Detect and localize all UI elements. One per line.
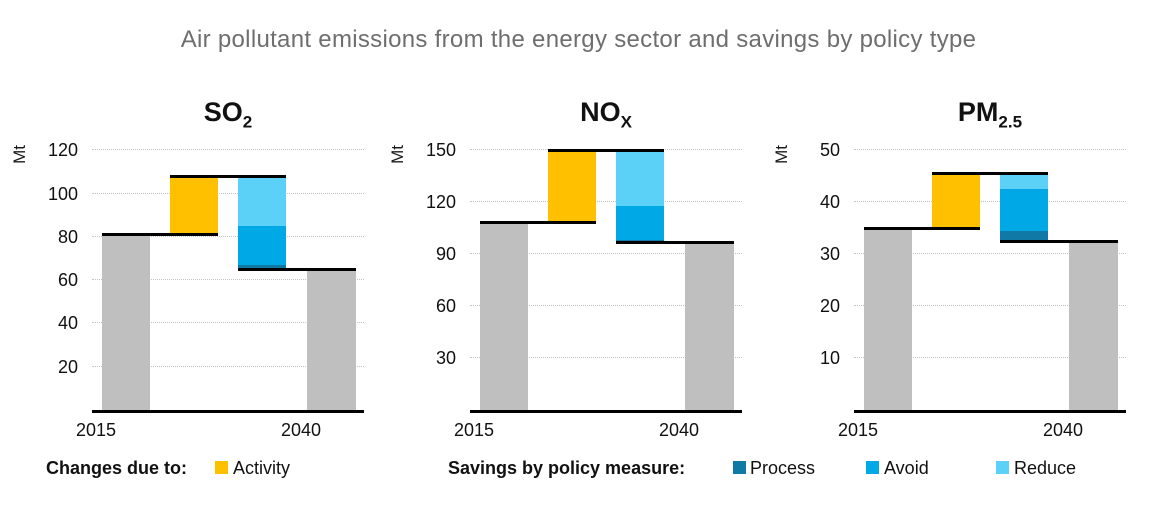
process-swatch [733, 461, 746, 474]
x-label-2040: 2040 [1042, 420, 1084, 440]
gridline [854, 201, 1126, 203]
plot-area [92, 145, 364, 413]
gridline [92, 149, 364, 151]
bar-reduce [615, 150, 665, 206]
chart-title-subscript: X [620, 112, 632, 132]
gridline [854, 149, 1126, 151]
figure-title: Air pollutant emissions from the energy … [180, 26, 977, 53]
bar-avoid [615, 205, 665, 241]
y-tick-label: 80 [57, 226, 78, 247]
bar-2015 [101, 234, 151, 410]
level-line-2040 [615, 240, 734, 244]
gridline [854, 253, 1126, 255]
bar-2015 [863, 228, 913, 410]
x-label-2015: 2015 [837, 420, 879, 440]
bar-activity [169, 176, 219, 235]
gridline [92, 192, 364, 194]
bar-activity [547, 150, 597, 223]
y-tick-label: 10 [819, 348, 840, 369]
y-tick-label: 20 [819, 296, 840, 317]
reduce-swatch [996, 461, 1009, 474]
chart-title-nox: NOX [470, 97, 742, 132]
plot-area [470, 145, 742, 413]
level-line-2040 [237, 267, 356, 271]
bar-2040 [684, 242, 734, 410]
legend-activity-label: Activity [233, 458, 291, 478]
bar-reduce [999, 173, 1049, 190]
gridline [854, 357, 1126, 359]
x-label-2015: 2015 [453, 420, 495, 440]
y-tick-label: 40 [819, 192, 840, 213]
gridline [470, 201, 742, 203]
avoid-swatch [866, 461, 879, 474]
y-axis: 30 60 90 120 150 [380, 141, 462, 410]
bar-activity [931, 173, 981, 229]
y-tick-label: 60 [57, 270, 78, 291]
level-line-peak [547, 148, 665, 152]
gridline [854, 305, 1126, 307]
bar-process [237, 265, 287, 270]
legend-reduce-label: Reduce [1014, 458, 1077, 478]
level-line-peak [931, 172, 1049, 176]
bar-process [999, 230, 1049, 242]
y-tick-label: 120 [425, 192, 456, 213]
chart-title-subscript: 2 [242, 112, 253, 132]
x-label-2040: 2040 [658, 420, 700, 440]
gridline [470, 357, 742, 359]
gridline [92, 279, 364, 281]
gridline [92, 235, 364, 237]
bar-avoid [237, 226, 287, 266]
legend-avoid-label: Avoid [884, 458, 929, 478]
gridline [470, 253, 742, 255]
gridline [92, 322, 364, 324]
y-tick-label: 60 [435, 296, 456, 317]
legend: Changes due to: Activity Savings by poli… [0, 458, 1157, 486]
y-tick-label: 40 [57, 313, 78, 334]
y-tick-label: 90 [435, 244, 456, 265]
chart-title-text: PM [957, 97, 999, 127]
y-tick-label: 100 [47, 183, 78, 204]
level-line-2015 [863, 226, 981, 230]
plot-area [854, 145, 1126, 413]
legend-process-label: Process [750, 458, 816, 478]
chart-title-subscript: 2.5 [998, 112, 1023, 132]
bar-2040 [306, 269, 356, 410]
legend-changes-heading: Changes due to: [46, 458, 188, 478]
activity-swatch [215, 461, 228, 474]
chart-title-so2: SO2 [92, 97, 364, 132]
bar-reduce [237, 176, 287, 227]
y-tick-label: 30 [435, 348, 456, 369]
chart-nox: NOX Mt 30 60 90 120 150 2015 2040 [380, 95, 758, 450]
y-tick-label: 150 [425, 140, 456, 161]
chart-so2: SO2 Mt 20 40 60 80 100 120 2015 2040 [2, 95, 380, 450]
y-axis: 10 20 30 40 50 [764, 141, 846, 410]
y-tick-label: 20 [57, 356, 78, 377]
gridline [92, 365, 364, 367]
level-line-2015 [101, 233, 219, 237]
level-line-2040 [999, 239, 1118, 243]
bar-2015 [479, 222, 529, 410]
level-line-2015 [479, 221, 597, 225]
chart-title-pm25: PM2.5 [854, 97, 1126, 132]
chart-pm25: PM2.5 Mt 10 20 30 40 50 2015 2040 [764, 95, 1142, 450]
gridline [470, 305, 742, 307]
x-label-2015: 2015 [75, 420, 117, 440]
legend-savings-heading: Savings by policy measure: [448, 458, 686, 478]
y-tick-label: 30 [819, 244, 840, 265]
bar-avoid [999, 189, 1049, 231]
y-tick-label: 50 [819, 140, 840, 161]
x-label-2040: 2040 [280, 420, 322, 440]
chart-title-text: SO [203, 97, 243, 127]
level-line-peak [169, 174, 287, 178]
chart-title-text: NO [580, 97, 621, 127]
y-tick-label: 120 [47, 140, 78, 161]
bar-2040 [1068, 241, 1118, 410]
y-axis: 20 40 60 80 100 120 [2, 141, 84, 410]
